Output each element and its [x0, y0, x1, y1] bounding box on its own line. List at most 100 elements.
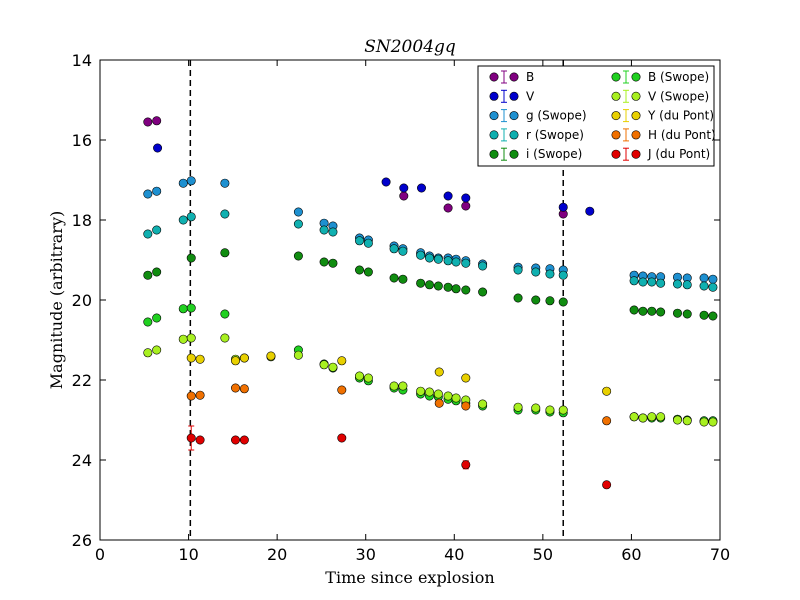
data-point	[443, 282, 453, 292]
x-tick-label: 50	[533, 545, 553, 564]
legend-marker	[489, 72, 499, 82]
data-point	[682, 416, 692, 426]
data-point	[381, 177, 391, 187]
data-point	[220, 248, 230, 258]
data-point	[558, 202, 568, 212]
legend-item: H (du Pont)	[611, 128, 716, 142]
data-point	[629, 305, 639, 315]
data-point	[443, 256, 453, 266]
data-point	[186, 391, 196, 401]
legend-label: i (Swope)	[526, 147, 582, 161]
data-point	[328, 362, 338, 372]
data-point	[178, 178, 188, 188]
data-point	[293, 251, 303, 261]
data-point	[363, 238, 373, 248]
data-point	[531, 295, 541, 305]
legend-item: V (Swope)	[611, 89, 709, 103]
data-point	[293, 219, 303, 229]
x-tick-label: 10	[178, 545, 198, 564]
data-point	[355, 236, 365, 246]
data-point	[585, 206, 595, 216]
x-tick-label: 70	[710, 545, 730, 564]
data-point	[602, 480, 612, 490]
legend-item: i (Swope)	[489, 147, 582, 161]
data-point	[443, 203, 453, 213]
data-point	[152, 345, 162, 355]
data-point	[416, 386, 426, 396]
data-point	[143, 117, 153, 127]
data-point	[513, 293, 523, 303]
data-point	[266, 351, 276, 361]
y-tick-label: 18	[72, 211, 92, 230]
data-point	[656, 412, 666, 422]
data-point	[417, 183, 427, 193]
data-point	[545, 269, 555, 279]
data-point	[461, 460, 471, 470]
data-point	[231, 356, 241, 366]
data-point	[478, 399, 488, 409]
data-point	[558, 297, 568, 307]
legend-marker	[509, 72, 519, 82]
legend-label: V (Swope)	[648, 89, 709, 103]
data-point	[672, 415, 682, 425]
data-point	[699, 281, 709, 291]
data-point	[647, 277, 657, 287]
data-point	[656, 307, 666, 317]
data-point	[152, 225, 162, 235]
x-tick-label: 60	[621, 545, 641, 564]
legend-item: r (Swope)	[489, 128, 584, 142]
data-point	[451, 284, 461, 294]
series-h-du-pont	[186, 383, 612, 426]
data-point	[398, 381, 408, 391]
y-tick-label: 24	[72, 451, 92, 470]
data-point	[195, 354, 205, 364]
data-point	[682, 280, 692, 290]
data-point	[647, 412, 657, 422]
data-point	[355, 265, 365, 275]
data-point	[451, 393, 461, 403]
axes-border	[99, 59, 721, 541]
data-point	[699, 310, 709, 320]
data-point	[699, 273, 709, 283]
data-point	[178, 304, 188, 314]
data-point	[152, 116, 162, 126]
data-point	[398, 274, 408, 284]
data-point	[231, 383, 241, 393]
legend-marker	[631, 130, 641, 140]
data-point	[433, 254, 443, 264]
legend-label: B (Swope)	[648, 70, 709, 84]
data-point	[433, 281, 443, 291]
data-point	[337, 385, 347, 395]
data-point	[602, 416, 612, 426]
data-point	[424, 387, 434, 397]
data-point	[451, 257, 461, 267]
data-point	[638, 277, 648, 287]
x-tick-label: 0	[95, 545, 105, 564]
data-point	[178, 334, 188, 344]
data-point	[434, 367, 444, 377]
legend-marker	[611, 91, 621, 101]
data-point	[143, 229, 153, 239]
data-point	[433, 389, 443, 399]
data-point	[434, 398, 444, 408]
data-point	[424, 253, 434, 263]
data-point	[545, 296, 555, 306]
legend-marker	[611, 72, 621, 82]
data-point	[558, 270, 568, 280]
legend-label: B	[526, 70, 534, 84]
data-point	[239, 384, 249, 394]
legend-marker	[509, 111, 519, 121]
axes-frame	[99, 59, 721, 541]
data-point	[513, 265, 523, 275]
data-point	[231, 435, 241, 445]
data-point	[461, 258, 471, 268]
data-point	[363, 267, 373, 277]
y-tick-label: 14	[72, 51, 92, 70]
legend-item: V	[489, 89, 535, 103]
data-point	[461, 401, 471, 411]
data-point	[143, 189, 153, 199]
legend-item: B	[489, 70, 534, 84]
data-point	[319, 225, 329, 235]
data-point	[220, 309, 230, 319]
data-point	[355, 371, 365, 381]
